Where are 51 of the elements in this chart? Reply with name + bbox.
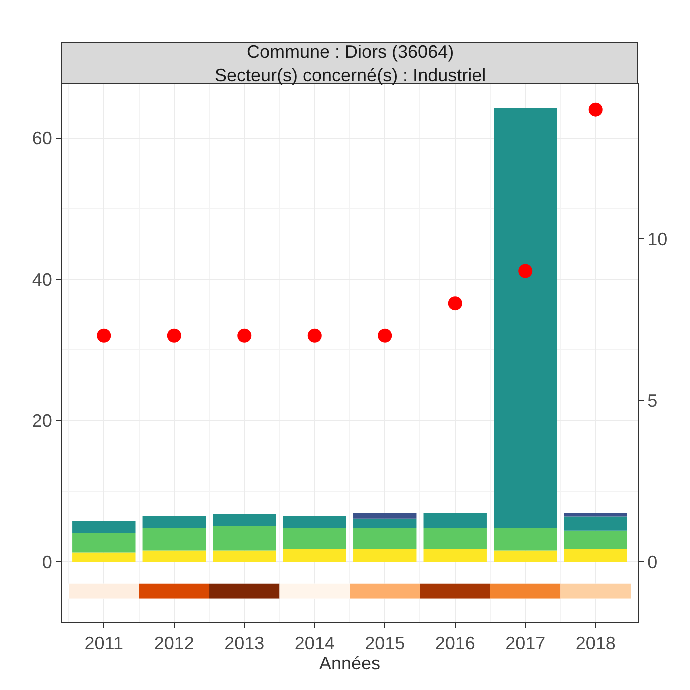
point — [518, 264, 533, 278]
y-tick-label: 40 — [32, 270, 52, 290]
bar — [494, 108, 558, 528]
y2-tick-label: 5 — [648, 390, 658, 411]
point — [167, 328, 182, 343]
bar — [424, 513, 487, 528]
x-axis-title: Années — [319, 654, 381, 674]
point — [238, 328, 252, 343]
point — [308, 328, 322, 343]
x-tick-label: 2017 — [506, 634, 546, 654]
y-tick-label: 0 — [42, 552, 52, 572]
bar — [494, 550, 558, 562]
bar — [72, 521, 136, 534]
x-tick-label: 2018 — [576, 634, 616, 654]
bar — [142, 516, 206, 528]
bar — [213, 514, 276, 526]
point — [448, 296, 462, 311]
bar — [564, 513, 628, 517]
point — [588, 102, 603, 117]
bar — [494, 528, 558, 551]
bar — [213, 526, 276, 551]
y-tick-label: 20 — [32, 411, 52, 432]
bar — [72, 552, 136, 562]
bar — [354, 528, 417, 550]
bar — [354, 549, 417, 562]
bar — [72, 533, 136, 553]
point — [97, 328, 112, 343]
x-tick-label: 2016 — [435, 634, 476, 654]
bar — [213, 550, 276, 562]
bar — [283, 549, 346, 562]
bar — [354, 518, 417, 528]
y2-tick-label: 10 — [648, 229, 668, 250]
x-tick-label: 2011 — [84, 634, 124, 654]
bar — [283, 516, 346, 528]
bar — [424, 549, 487, 562]
bar — [354, 513, 417, 519]
x-tick-label: 2013 — [224, 634, 265, 654]
x-tick-label: 2015 — [365, 634, 406, 654]
chart-title: Commune : Diors (36064) Secteur(s) concerné(s) : Industriel — [215, 42, 486, 86]
bar — [283, 528, 346, 550]
bar — [142, 528, 206, 551]
bar — [564, 516, 628, 531]
y-tick-label: 60 — [32, 128, 52, 149]
y2-tick-label: 0 — [648, 552, 658, 572]
bar — [142, 550, 206, 562]
bar — [424, 528, 487, 550]
point — [378, 328, 392, 343]
bar — [564, 549, 628, 562]
x-tick-label: 2014 — [294, 634, 335, 654]
bar — [564, 530, 628, 550]
x-tick-label: 2012 — [154, 634, 194, 654]
